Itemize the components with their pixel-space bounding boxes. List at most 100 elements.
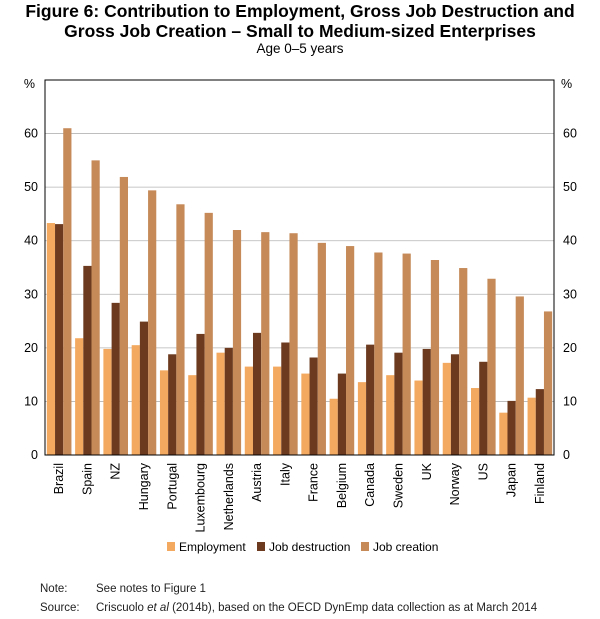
note-row: Note: See notes to Figure 1 [40,583,206,595]
legend-label: Job destruction [269,540,350,554]
bar-job-destruction [366,344,375,455]
note-label: Note: [40,583,68,595]
bar-employment [301,373,310,455]
bar-job-creation [543,311,553,455]
x-category-label: Belgium [335,463,349,508]
bar-employment [131,345,140,455]
bar-job-creation [176,204,185,455]
y-tick-label-left: 0 [31,448,38,462]
bar-employment [188,375,197,455]
source-text-suffix: (2014b), based on the OECD DynEmp data c… [168,602,538,614]
legend-swatch [361,542,369,551]
bar-employment [46,223,56,455]
bar-job-destruction [479,361,488,455]
source-label: Source: [40,602,80,614]
bar-job-creation [289,233,298,455]
bar-job-destruction [196,333,205,455]
bar-job-creation [346,246,355,455]
y-tick-label-left: 50 [24,180,38,194]
bar-job-creation [119,176,128,455]
x-category-label: Finland [533,463,547,504]
bar-job-destruction [139,321,149,455]
bar-job-destruction [507,400,516,455]
x-category-label: Spain [80,463,94,495]
y-tick-label-right: 60 [563,127,577,141]
y-axis-label-right: % [561,77,572,91]
x-category-label: Hungary [137,462,151,510]
source-row: Source: Criscuolo et al (2014b), based on… [40,602,537,614]
bar-employment [414,380,423,455]
plot-frame [44,79,555,456]
x-category-label: Luxembourg [194,463,208,533]
y-tick-label-right: 50 [563,180,577,194]
bar-employment [103,348,112,455]
bar-job-creation [374,252,383,455]
x-category-label: Italy [278,462,292,486]
legend-swatch [257,542,265,551]
bar-employment [527,397,536,455]
bar-employment [75,338,84,455]
bar-employment [216,352,225,455]
x-category-label: Netherlands [222,463,236,530]
y-axis-label-left: % [24,77,35,91]
source-text-italic: et al [147,602,169,614]
y-tick-label-left: 10 [24,394,38,408]
x-category-label: France [307,463,321,502]
y-tick-label-left: 30 [24,287,38,301]
bar-employment [386,375,395,455]
bar-employment [159,370,169,455]
bar-employment [357,382,367,455]
bar-job-creation [232,230,242,455]
x-category-label: Austria [250,463,264,502]
bar-job-creation [91,160,100,455]
bar-job-creation [487,278,496,455]
bar-employment [442,362,451,455]
x-category-label: Sweden [391,463,405,508]
bar-job-destruction [309,357,318,455]
chart-title-line-2: Gross Job Creation – Small to Medium-siz… [64,21,536,41]
x-category-label: US [476,463,490,480]
x-category-label: NZ [109,463,123,480]
bar-job-destruction [224,347,233,455]
bar-job-creation [63,128,72,455]
y-tick-label-right: 30 [563,287,577,301]
bar-job-destruction [252,332,262,455]
bar-employment [244,366,253,455]
y-tick-label-right: 40 [563,234,577,248]
legend-swatch [167,542,175,551]
bar-job-destruction [168,354,177,455]
chart-subtitle: Age 0–5 years [256,41,344,56]
bar-employment [329,398,338,455]
bar-job-creation [459,268,468,455]
chart-title-line-1: Figure 6: Contribution to Employment, Gr… [25,1,575,21]
bar-job-destruction [83,265,92,455]
bar-job-creation [515,296,524,455]
bar-job-destruction [55,224,64,455]
x-category-label: Portugal [165,463,179,510]
y-tick-label-left: 60 [24,127,38,141]
x-category-label: Norway [448,462,462,505]
bar-employment [273,366,282,455]
y-tick-label-right: 0 [563,448,570,462]
bar-job-creation [430,260,440,455]
note-text: See notes to Figure 1 [96,583,206,595]
bar-job-creation [204,212,213,455]
x-category-label: Brazil [52,463,66,494]
y-tick-label-right: 20 [563,341,577,355]
y-tick-label-left: 40 [24,234,38,248]
y-tick-label-right: 10 [563,394,577,408]
bar-employment [471,388,480,455]
y-tick-label-left: 20 [24,341,38,355]
x-category-label: UK [420,462,434,480]
bar-chart: 0 0 10 10 20 20 30 30 40 40 50 50 60 60% % Brazil Spain N… [24,77,577,554]
bar-job-creation [402,253,411,455]
x-category-label: Japan [505,463,519,497]
bar-job-creation [148,190,157,455]
bar-job-destruction [281,342,290,455]
bar-job-destruction [450,354,460,455]
legend-label: Employment [179,540,246,554]
x-category-label: Canada [363,463,377,507]
source-text-prefix: Criscuolo [96,602,148,614]
bar-job-destruction [422,348,431,455]
bar-job-creation [261,232,270,455]
